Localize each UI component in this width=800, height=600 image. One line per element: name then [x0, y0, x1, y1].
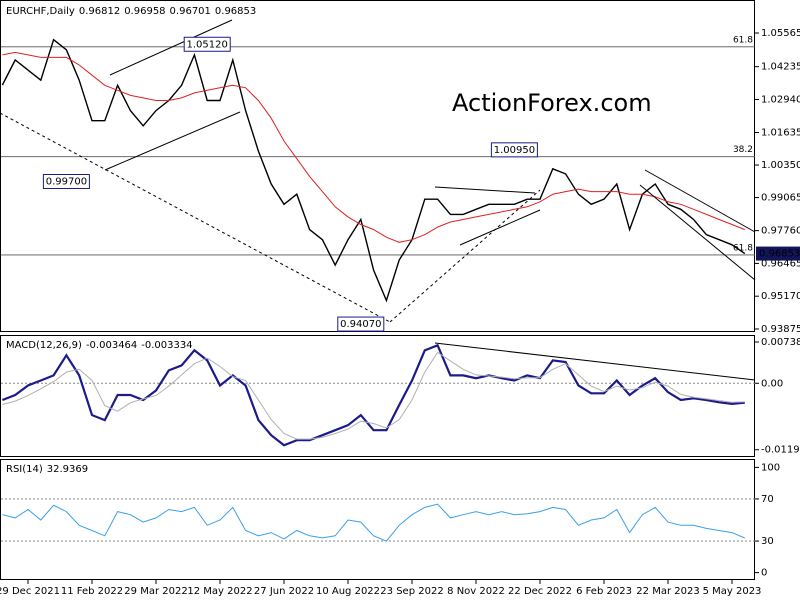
y-tick-label: 0.93875	[761, 324, 800, 335]
annotation-label: 1.05120	[187, 39, 228, 50]
y-tick-label: 30	[761, 536, 774, 547]
x-tick-label: 6 Feb 2023	[576, 586, 632, 597]
annotation-box	[42, 173, 90, 189]
x-tick-label: 27 Jun 2022	[254, 586, 314, 597]
rsi-frame	[0, 459, 755, 580]
trend-lines	[0, 19, 756, 381]
high: 0.96958	[124, 6, 165, 17]
channel-line	[644, 169, 756, 233]
channel-line	[104, 111, 241, 171]
x-tick-label: 10 Aug 2022	[316, 586, 380, 597]
macd-value: -0.003464	[86, 340, 137, 351]
watermark: ActionForex.com	[452, 89, 652, 117]
x-tick-label: 8 Nov 2022	[447, 586, 505, 597]
level-label: 61.8	[733, 35, 753, 45]
annotation-label: 0.94070	[340, 319, 381, 330]
x-tick-label: 12 May 2022	[187, 586, 252, 597]
y-tick-label: 1.02940	[761, 94, 800, 105]
y-tick-label: 70	[761, 494, 774, 505]
x-tick-label: 29 Dec 2021	[0, 586, 60, 597]
level-label: 38.2	[733, 145, 753, 155]
y-tick-label: 1.00350	[761, 160, 800, 171]
annotation-box	[183, 36, 231, 52]
y-tick-label: 0.97760	[761, 226, 800, 237]
y-tick-label: -0.0119	[761, 445, 800, 456]
y-tick-label: 0.95170	[761, 291, 800, 302]
open: 0.96812	[79, 6, 120, 17]
x-tick-label: 29 Mar 2022	[124, 586, 187, 597]
y-tick-label: 0.99065	[761, 193, 800, 204]
rsi-header: RSI(14) 32.9369	[6, 464, 88, 475]
macd-title: MACD(12,26,9)	[6, 340, 82, 351]
series-line	[2, 51, 745, 243]
macd-frame	[0, 335, 755, 457]
x-tick-label: 22 Dec 2022	[508, 586, 572, 597]
y-tick-label: 100	[761, 462, 780, 473]
x-tick-label: 23 Sep 2022	[380, 586, 443, 597]
annotation-label: 0.99700	[46, 176, 87, 187]
signal-value: -0.003334	[141, 340, 192, 351]
y-tick-label: 1.01635	[761, 128, 800, 139]
series-line	[1, 343, 745, 447]
rsi-value: 32.9369	[47, 464, 88, 475]
series-line	[2, 351, 745, 440]
level-label: 61.8	[733, 243, 753, 253]
triangle-line	[434, 186, 536, 194]
y-tick-label: 0.007384	[761, 337, 800, 348]
y-tick-label: 0.96465	[761, 258, 800, 269]
y-tick-label: 1.05565	[761, 28, 800, 39]
close: 0.96853	[215, 6, 256, 17]
macd-header: MACD(12,26,9) -0.003464 -0.003334	[6, 340, 193, 351]
rsi-title: RSI(14)	[6, 464, 43, 475]
channel-line	[639, 184, 756, 281]
symbol: EURCHF,Daily	[6, 6, 75, 17]
annotation-box	[490, 142, 538, 158]
dashed-trend	[0, 112, 391, 323]
plot-layer	[1, 38, 755, 542]
price-header: EURCHF,Daily 0.96812 0.96958 0.96701 0.96853	[6, 6, 256, 17]
macd-trend	[434, 342, 756, 381]
last-price-label: 0.96853	[759, 249, 800, 260]
triangle-line	[459, 209, 541, 246]
series-line	[2, 503, 745, 542]
low: 0.96701	[170, 6, 211, 17]
y-tick-label: 1.04235	[761, 62, 800, 73]
annotation-box	[337, 316, 385, 332]
y-tick-label: 0	[761, 568, 767, 579]
series-line	[1, 38, 746, 303]
channel-line	[109, 19, 233, 76]
y-tick-label: 0.00	[761, 378, 783, 389]
x-tick-label: 5 May 2023	[703, 586, 762, 597]
x-tick-label: 11 Feb 2022	[61, 586, 123, 597]
annotation-label: 1.00950	[494, 145, 535, 156]
x-tick-label: 22 Mar 2023	[636, 586, 699, 597]
last-price-box	[756, 246, 800, 261]
